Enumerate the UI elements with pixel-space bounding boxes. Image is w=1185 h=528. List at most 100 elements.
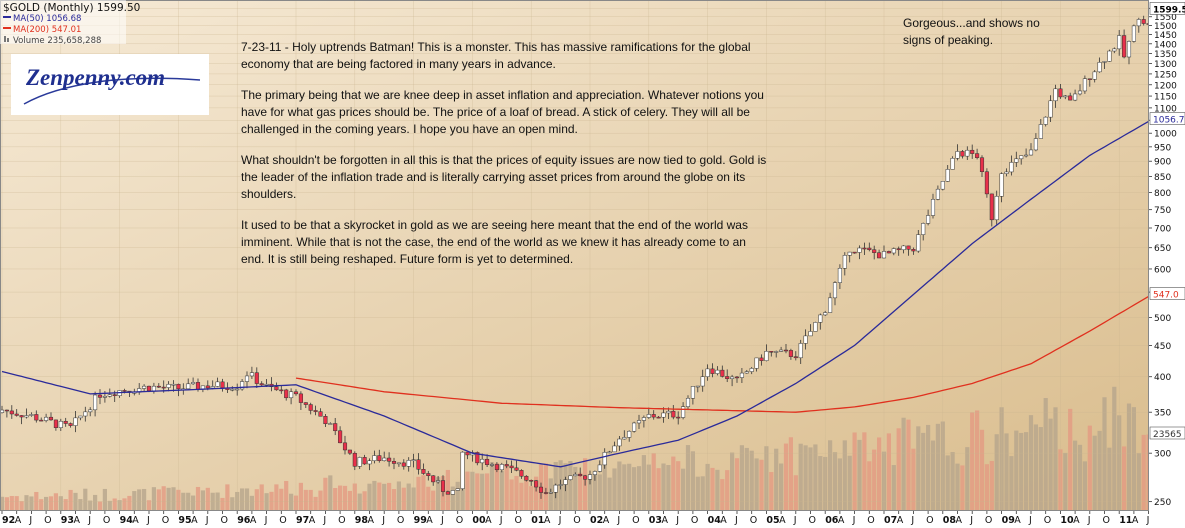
candle bbox=[445, 490, 450, 495]
volume-bar bbox=[524, 478, 529, 511]
candle bbox=[416, 453, 421, 475]
x-tick-label: J bbox=[87, 515, 91, 526]
x-tick-label: O bbox=[1103, 515, 1110, 526]
candle bbox=[24, 408, 29, 419]
candle bbox=[406, 457, 411, 472]
x-tick-label: O bbox=[44, 515, 51, 526]
x-tick-label: O bbox=[926, 515, 933, 526]
candle-body bbox=[891, 248, 896, 254]
candle-body bbox=[431, 475, 436, 483]
candle-body bbox=[1004, 171, 1009, 174]
candle-body bbox=[734, 376, 740, 379]
candle bbox=[524, 475, 529, 482]
candle bbox=[1043, 116, 1048, 127]
candle-body bbox=[881, 251, 887, 259]
y-tick-label: 450 bbox=[1154, 342, 1171, 352]
volume-bar bbox=[1028, 415, 1034, 511]
candle bbox=[73, 411, 78, 433]
candle-body bbox=[279, 389, 284, 392]
logo-text: Zenpenny.com bbox=[25, 65, 165, 90]
candle-body bbox=[1058, 88, 1063, 98]
candle bbox=[411, 453, 416, 468]
candle bbox=[862, 242, 867, 255]
candle-body bbox=[347, 449, 352, 454]
candle-body bbox=[445, 491, 450, 495]
candle-body bbox=[813, 322, 818, 332]
candle-body bbox=[783, 349, 789, 352]
candle-body bbox=[387, 457, 392, 462]
volume-bar bbox=[774, 448, 779, 511]
candle bbox=[53, 419, 58, 431]
x-tick-label: 04 bbox=[708, 515, 722, 526]
candle-body bbox=[705, 368, 710, 377]
volume-bar bbox=[1053, 407, 1058, 511]
volume-bar bbox=[122, 498, 127, 511]
volume-bar bbox=[78, 499, 83, 511]
volume-bar bbox=[1019, 432, 1024, 511]
candle-body bbox=[391, 461, 397, 464]
volume-bar bbox=[460, 484, 465, 511]
y-tick-label: 600 bbox=[1154, 265, 1171, 275]
price-axis: 2503003504004505005506006507007508008509… bbox=[1149, 2, 1185, 508]
volume-bar bbox=[852, 432, 857, 511]
candle-body bbox=[1033, 138, 1038, 151]
candle-body bbox=[857, 247, 862, 253]
x-tick-label: 02 bbox=[590, 515, 603, 526]
x-tick-label: J bbox=[264, 515, 268, 526]
x-tick-label: O bbox=[1044, 515, 1051, 526]
candle bbox=[494, 462, 499, 473]
volume-bar bbox=[450, 486, 455, 511]
candle-body bbox=[514, 467, 519, 471]
volume-bar bbox=[39, 499, 44, 511]
volume-bar bbox=[568, 461, 573, 511]
candle-body bbox=[700, 376, 705, 387]
candle-body bbox=[867, 247, 872, 250]
axis-tag-box bbox=[1149, 2, 1185, 15]
candle-body bbox=[632, 422, 637, 432]
candle-body bbox=[367, 460, 372, 465]
volume-bar bbox=[230, 497, 235, 511]
candle bbox=[44, 413, 49, 423]
candle bbox=[284, 388, 289, 401]
candle-body bbox=[646, 414, 651, 418]
candle-body bbox=[548, 491, 553, 494]
candle-body bbox=[166, 383, 171, 388]
candle bbox=[695, 385, 700, 393]
candle bbox=[627, 430, 632, 442]
candle-body bbox=[921, 223, 926, 235]
candle-body bbox=[489, 464, 495, 466]
x-tick-label: J bbox=[28, 515, 32, 526]
candle bbox=[298, 391, 303, 410]
candle bbox=[1053, 84, 1058, 108]
candle bbox=[166, 381, 171, 392]
candle bbox=[744, 369, 749, 374]
volume-bar bbox=[1082, 461, 1087, 511]
volume-bar bbox=[259, 484, 264, 511]
candle bbox=[142, 384, 147, 392]
volume-bar bbox=[945, 455, 950, 511]
candle-body bbox=[171, 383, 176, 386]
candle bbox=[720, 365, 725, 378]
y-tick-label: 700 bbox=[1154, 224, 1171, 234]
candle-body bbox=[749, 368, 754, 372]
candle-body bbox=[1043, 116, 1048, 125]
x-tick-label: 95 bbox=[178, 515, 191, 526]
volume-bar bbox=[636, 466, 642, 511]
candle-body bbox=[102, 395, 107, 398]
x-tick-label: 01 bbox=[531, 515, 544, 526]
candle bbox=[274, 382, 279, 391]
candle-body bbox=[788, 350, 793, 357]
candle bbox=[769, 351, 774, 357]
candle bbox=[342, 435, 348, 455]
candle-body bbox=[83, 411, 88, 417]
candle-body bbox=[416, 459, 421, 470]
candle-body bbox=[622, 437, 627, 440]
candle bbox=[1014, 151, 1019, 168]
candle-body bbox=[529, 480, 534, 482]
volume-bar bbox=[685, 445, 691, 511]
candle-body bbox=[950, 158, 955, 170]
candle-body bbox=[852, 251, 857, 254]
candle-body bbox=[612, 445, 617, 453]
candle-body bbox=[999, 173, 1004, 197]
candle bbox=[338, 426, 343, 444]
